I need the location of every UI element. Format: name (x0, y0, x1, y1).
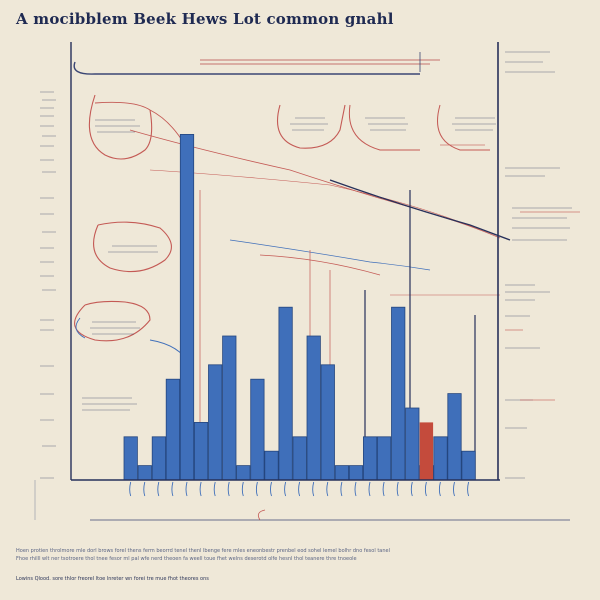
bar-9 (250, 378, 265, 481)
x-tick-1 (143, 481, 146, 497)
bar-22 (433, 436, 448, 481)
bar-7 (222, 335, 237, 481)
bar-19 (391, 306, 406, 481)
x-tick-2 (157, 481, 160, 497)
bar-18 (376, 436, 392, 481)
bar-17 (362, 436, 378, 481)
chart-title: A mocibblem Beek Hews Lot common gnahl (16, 10, 394, 28)
bar-14 (320, 364, 335, 481)
bar-5 (193, 421, 209, 481)
bar-8 (236, 465, 251, 481)
x-tick-4 (185, 481, 188, 497)
x-tick-10 (270, 481, 272, 497)
x-tick-11 (284, 481, 287, 497)
bar-15 (334, 465, 350, 481)
bar-highlight (419, 422, 434, 480)
bar-series (123, 133, 476, 481)
x-tick-12 (298, 481, 301, 497)
x-tick-20 (410, 481, 413, 497)
x-tick-6 (213, 481, 216, 497)
x-tick-8 (241, 481, 244, 497)
bar-3 (165, 378, 180, 481)
x-ticks (129, 481, 470, 497)
footnote-line-3: Lowins Qlood. sore thlor freorel ltoe ln… (16, 576, 209, 582)
bar-11 (278, 306, 293, 481)
bar-24 (461, 450, 476, 481)
bar-6 (208, 364, 223, 481)
x-tick-17 (368, 481, 371, 497)
annotation-scribbles (40, 51, 572, 479)
annotation-red-scribbles (440, 144, 580, 401)
x-tick-3 (171, 481, 174, 497)
x-tick-7 (227, 481, 230, 497)
x-tick-23 (453, 481, 455, 497)
x-tick-16 (354, 481, 357, 497)
bar-0 (123, 436, 138, 481)
x-tick-15 (340, 481, 343, 497)
bar-23 (447, 393, 462, 481)
bar-10 (264, 450, 279, 481)
x-tick-9 (255, 481, 258, 497)
x-tick-0 (129, 481, 132, 497)
bar-4 (179, 133, 195, 481)
bar-13 (306, 335, 321, 481)
x-tick-22 (438, 481, 441, 497)
bar-12 (292, 436, 307, 481)
bar-20 (405, 407, 420, 481)
x-tick-13 (312, 481, 315, 497)
bar-16 (348, 465, 364, 481)
x-tick-24 (467, 481, 470, 497)
x-tick-14 (326, 481, 329, 497)
bar-1 (137, 465, 152, 481)
footnote-line-2: Fhoe rhilll wlt ner tsotroere thol tnee … (16, 556, 357, 562)
x-tick-21 (424, 481, 427, 497)
x-tick-18 (382, 481, 385, 497)
footnote-line-1: Hoen protien throlmore mle dorl brows fo… (16, 548, 390, 554)
bar-2 (151, 436, 166, 481)
x-tick-19 (396, 481, 399, 497)
x-tick-5 (199, 481, 202, 497)
